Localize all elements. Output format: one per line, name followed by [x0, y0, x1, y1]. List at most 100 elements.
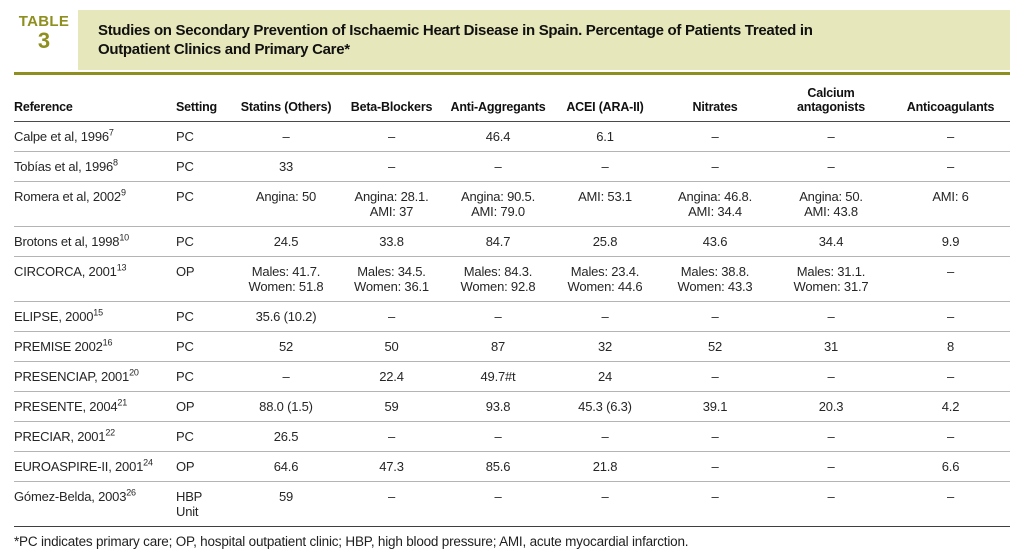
col-header-anti-aggregants: Anti-Aggregants: [445, 77, 551, 122]
table-row: PREMISE 200216 PC 52 50 87 32 52 31 8: [14, 331, 1010, 362]
table-cell: –: [659, 151, 771, 182]
table-cell: 33: [234, 151, 338, 182]
col-header-calcium-antagonists: Calcium antagonists: [771, 77, 891, 122]
reference-superscript: 13: [116, 262, 127, 273]
table-cell: 6.1: [551, 121, 659, 152]
reference-cell: CIRCORCA, 200113: [14, 256, 162, 302]
reference-text: Brotons et al, 1998: [14, 234, 120, 249]
reference-text: PRECIAR, 2001: [14, 429, 106, 444]
table-cell: Males: 31.1. Women: 31.7: [771, 256, 891, 302]
reference-cell: PREMISE 200216: [14, 331, 162, 362]
setting-cell: OP: [162, 256, 234, 302]
table-cell: 49.7#t: [445, 361, 551, 392]
title-banner: Studies on Secondary Prevention of Ischa…: [78, 10, 1010, 70]
table-cell: 64.6: [234, 451, 338, 482]
col-header-acei: ACEI (ARA-II): [551, 77, 659, 122]
table-cell: –: [771, 361, 891, 392]
reference-cell: PRESENCIAP, 200120: [14, 361, 162, 392]
table-cell: –: [771, 151, 891, 182]
table-cell: 25.8: [551, 226, 659, 257]
col-header-beta-blockers: Beta-Blockers: [338, 77, 445, 122]
table-cell: 32: [551, 331, 659, 362]
table-cell: –: [659, 481, 771, 527]
reference-superscript: 16: [102, 337, 113, 348]
table-cell: 85.6: [445, 451, 551, 482]
table-cell: –: [891, 481, 1010, 527]
col-header-anticoagulants: Anticoagulants: [891, 77, 1010, 122]
col-header-statins: Statins (Others): [234, 77, 338, 122]
reference-text: ELIPSE, 2000: [14, 309, 94, 324]
setting-cell: OP: [162, 451, 234, 482]
table-row: PRESENCIAP, 200120 PC – 22.4 49.7#t 24 –…: [14, 361, 1010, 392]
footnotes: *PC indicates primary care; OP, hospital…: [14, 533, 1010, 552]
data-table: Reference Setting Statins (Others) Beta-…: [14, 77, 1010, 527]
table-badge-label: TABLE: [18, 13, 70, 30]
table-cell: 46.4: [445, 121, 551, 152]
table-cell: Angina: 50. AMI: 43.8: [771, 181, 891, 227]
table-cell: –: [551, 481, 659, 527]
table-cell: 35.6 (10.2): [234, 301, 338, 332]
table-cell: –: [891, 361, 1010, 392]
table-cell: 88.0 (1.5): [234, 391, 338, 422]
setting-cell: OP: [162, 391, 234, 422]
table-row: ELIPSE, 200015 PC 35.6 (10.2) – – – – – …: [14, 301, 1010, 332]
table-row: Romera et al, 20029 PC Angina: 50 Angina…: [14, 181, 1010, 227]
table-cell: 87: [445, 331, 551, 362]
table-cell: –: [338, 421, 445, 452]
reference-superscript: 10: [119, 232, 129, 243]
table-cell: 43.6: [659, 226, 771, 257]
setting-cell: HBP Unit: [162, 481, 234, 527]
table-cell: 52: [234, 331, 338, 362]
table-cell: –: [445, 481, 551, 527]
table-cell: 20.3: [771, 391, 891, 422]
table-row: Tobías et al, 19968 PC 33 – – – – – –: [14, 151, 1010, 182]
table-cell: Angina: 28.1. AMI: 37: [338, 181, 445, 227]
table-cell: –: [891, 421, 1010, 452]
setting-cell: PC: [162, 226, 234, 257]
setting-cell: PC: [162, 121, 234, 152]
table-cell: 8: [891, 331, 1010, 362]
reference-cell: ELIPSE, 200015: [14, 301, 162, 332]
column-header-row: Reference Setting Statins (Others) Beta-…: [14, 77, 1010, 122]
table-cell: 84.7: [445, 226, 551, 257]
table-header-band: TABLE 3 Studies on Secondary Prevention …: [14, 10, 1010, 70]
reference-text: PREMISE 2002: [14, 339, 103, 354]
table-row: Brotons et al, 199810 PC 24.5 33.8 84.7 …: [14, 226, 1010, 257]
table-cell: Angina: 46.8. AMI: 34.4: [659, 181, 771, 227]
reference-cell: Brotons et al, 199810: [14, 226, 162, 257]
reference-cell: Gómez-Belda, 200326: [14, 481, 162, 527]
table-cell: 59: [234, 481, 338, 527]
table-row: Calpe et al, 19967 PC – – 46.4 6.1 – – –: [14, 121, 1010, 152]
table-cell: 21.8: [551, 451, 659, 482]
col-header-reference: Reference: [14, 77, 162, 122]
table-cell: Angina: 90.5. AMI: 79.0: [445, 181, 551, 227]
reference-superscript: 9: [120, 187, 126, 198]
table-cell: –: [234, 361, 338, 392]
table-cell: Males: 23.4. Women: 44.6: [551, 256, 659, 302]
table-cell: –: [891, 256, 1010, 302]
reference-cell: EUROASPIRE-II, 200124: [14, 451, 162, 482]
table-cell: Angina: 50: [234, 181, 338, 227]
table-cell: –: [771, 481, 891, 527]
table-cell: 31: [771, 331, 891, 362]
table-cell: AMI: 6: [891, 181, 1010, 227]
table-cell: –: [234, 121, 338, 152]
table-cell: Males: 34.5. Women: 36.1: [338, 256, 445, 302]
setting-cell: PC: [162, 361, 234, 392]
reference-superscript: 15: [93, 307, 103, 318]
table-cell: –: [891, 301, 1010, 332]
table-cell: 4.2: [891, 391, 1010, 422]
table-cell: –: [551, 421, 659, 452]
table-cell: 52: [659, 331, 771, 362]
table-cell: 6.6: [891, 451, 1010, 482]
table-cell: AMI: 53.1: [551, 181, 659, 227]
reference-text: PRESENTE, 2004: [14, 399, 118, 414]
table-cell: –: [445, 421, 551, 452]
setting-cell: PC: [162, 331, 234, 362]
table-cell: –: [338, 481, 445, 527]
reference-superscript: 7: [108, 127, 114, 138]
table-cell: –: [891, 121, 1010, 152]
table-cell: –: [338, 121, 445, 152]
reference-cell: Calpe et al, 19967: [14, 121, 162, 152]
